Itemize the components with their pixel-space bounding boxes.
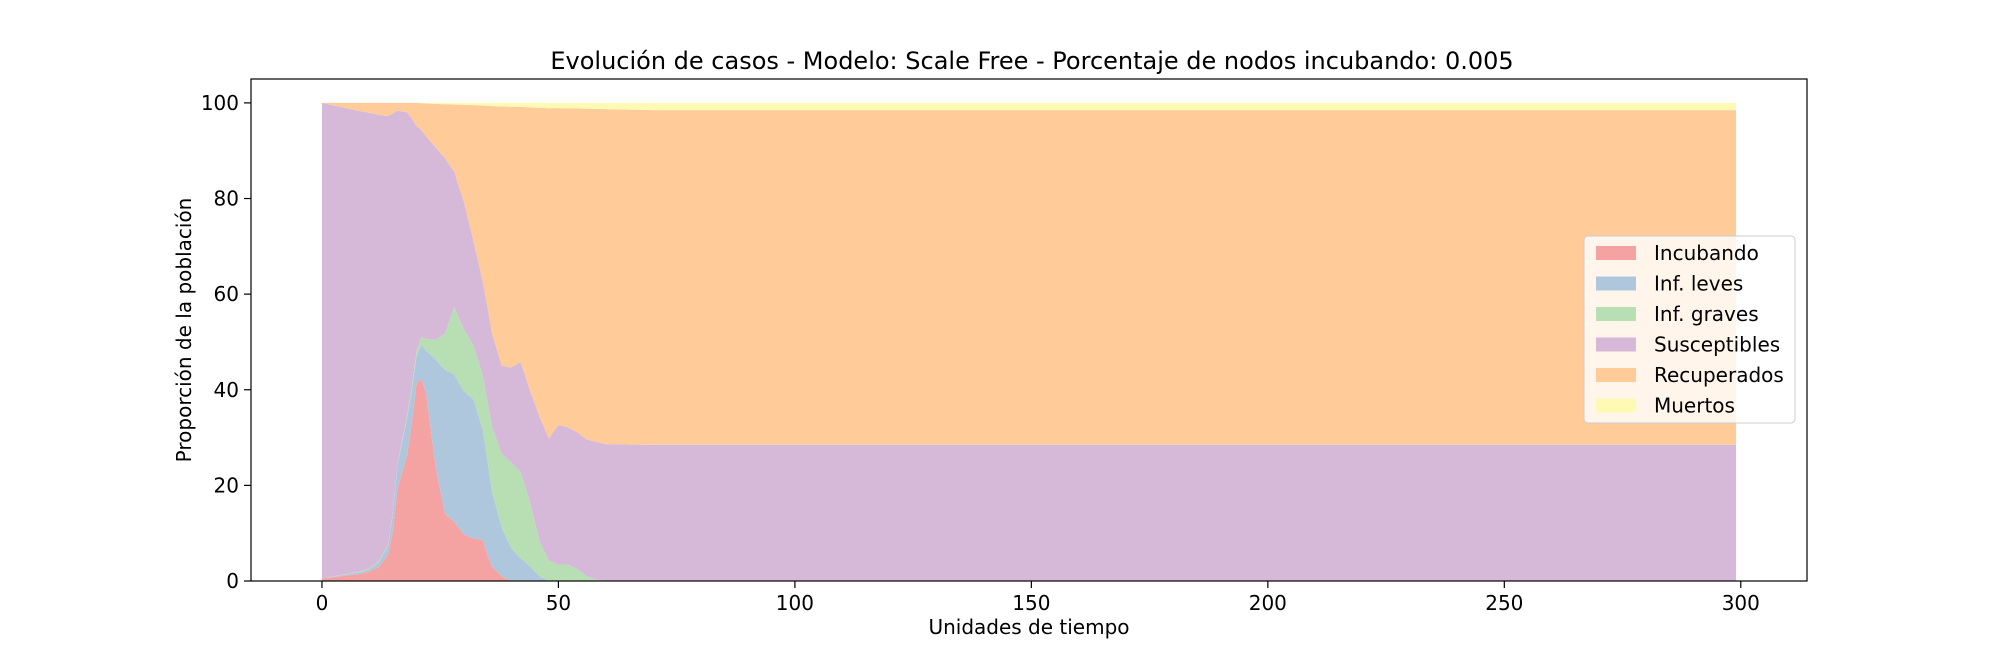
y-tick-label: 40 (214, 378, 239, 402)
plot-frame (250, 78, 1808, 582)
x-tick-label: 50 (546, 591, 571, 615)
legend-swatch (1596, 398, 1636, 413)
legend-swatch (1596, 246, 1636, 260)
area-susceptibles (321, 102, 1737, 582)
legend-label: Incubando (1654, 241, 1759, 265)
legend-swatch (1596, 307, 1636, 321)
x-tick-label: 0 (316, 591, 329, 615)
y-tick-label: 60 (214, 282, 239, 306)
area-inf-graves (321, 306, 1737, 581)
legend-swatch (1596, 368, 1636, 382)
x-axis-label: Unidades de tiempo (928, 615, 1129, 639)
legend-label: Inf. graves (1654, 302, 1759, 326)
chart-title: Evolución de casos - Modelo: Scale Free … (550, 47, 1513, 75)
y-axis-label: Proporción de la población (172, 198, 196, 463)
area-series-layer (321, 102, 1737, 582)
legend-label: Recuperados (1654, 363, 1784, 387)
area-incubando (321, 378, 1737, 581)
axis-ticks: 0 50 100 150 200 250 300 0 20 40 60 80 100 (201, 91, 1760, 615)
area-muertos (321, 102, 1737, 111)
x-tick-label: 200 (1249, 591, 1287, 615)
y-tick-label: 100 (201, 91, 239, 115)
chart-legend: Incubando Inf. leves Inf. graves Susceptibl… (1583, 235, 1796, 424)
x-tick-label: 250 (1485, 591, 1523, 615)
x-tick-label: 150 (1012, 591, 1050, 615)
y-tick-label: 20 (214, 473, 239, 497)
legend-label: Muertos (1654, 394, 1735, 418)
area-recuperados (321, 102, 1737, 445)
legend-swatch (1596, 337, 1636, 352)
x-tick-label: 100 (776, 591, 814, 615)
y-tick-label: 0 (226, 569, 239, 593)
y-tick-label: 80 (214, 187, 239, 211)
x-tick-label: 300 (1722, 591, 1760, 615)
legend-frame (1583, 235, 1796, 424)
legend-label: Susceptibles (1654, 333, 1780, 357)
legend-label: Inf. leves (1654, 272, 1743, 296)
legend-swatch (1596, 276, 1636, 291)
